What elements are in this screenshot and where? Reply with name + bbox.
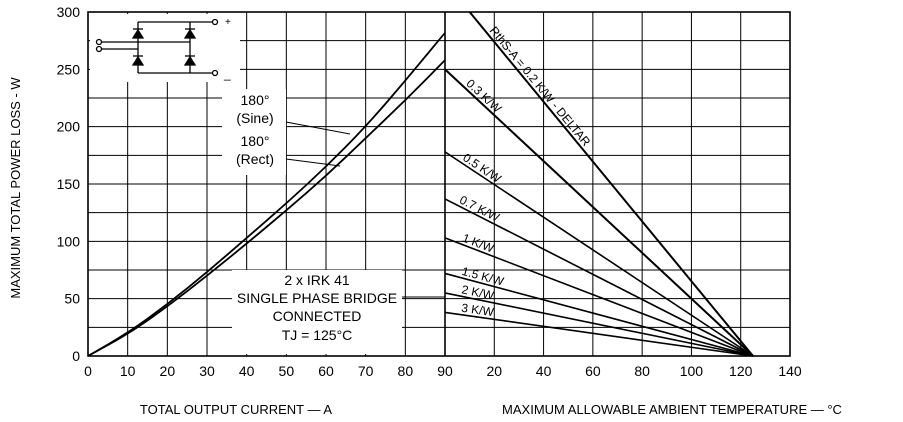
x-tick-label-left: 80 bbox=[398, 363, 414, 379]
x-tick-label-right: 20 bbox=[486, 363, 502, 379]
x-tick-label-left: 40 bbox=[239, 363, 255, 379]
plot-border bbox=[87, 11, 791, 357]
y-tick-label: 0 bbox=[72, 348, 80, 364]
x-tick-label-right: 40 bbox=[536, 363, 552, 379]
thermal-label: 1 K/W bbox=[460, 231, 496, 256]
thermal-line bbox=[444, 237, 754, 357]
x-tick-label-right: 100 bbox=[680, 363, 704, 379]
svg-text:_: _ bbox=[223, 67, 231, 81]
sine-label-line1: 180° bbox=[241, 92, 270, 108]
y-tick-label: 250 bbox=[57, 61, 81, 77]
x-tick-label-left: 30 bbox=[199, 363, 215, 379]
y-tick-label: 150 bbox=[57, 176, 81, 192]
x-axis-label-right: MAXIMUM ALLOWABLE AMBIENT TEMPERATURE — … bbox=[502, 402, 842, 417]
rect-label-line2: (Rect) bbox=[236, 151, 274, 167]
x-tick-label-left: 20 bbox=[160, 363, 176, 379]
thermal-label: 3 K/W bbox=[460, 301, 495, 320]
thermal-line bbox=[444, 272, 754, 357]
x-tick-label-left: 70 bbox=[358, 363, 374, 379]
sine-label-line2: (Sine) bbox=[236, 110, 273, 126]
thermal-label: 0.3 K/W bbox=[463, 76, 504, 116]
series-left bbox=[87, 32, 446, 357]
thermal-label: 2 K/W bbox=[460, 282, 495, 302]
thermal-line bbox=[444, 198, 754, 357]
x-tick-label-right: 80 bbox=[634, 363, 650, 379]
x-tick-label-left: 0 bbox=[84, 363, 92, 379]
curve-rect bbox=[87, 59, 446, 357]
bridge-schematic-icon: + _ bbox=[90, 14, 240, 82]
y-tick-label: 300 bbox=[57, 4, 81, 20]
series-right bbox=[444, 11, 754, 357]
y-tick-label: 100 bbox=[57, 233, 81, 249]
svg-text:+: + bbox=[225, 17, 231, 28]
x-tick-label-left: 50 bbox=[279, 363, 295, 379]
y-tick-label: 200 bbox=[57, 119, 81, 135]
y-axis-label: MAXIMUM TOTAL POWER LOSS - W bbox=[8, 77, 23, 299]
curve-sine bbox=[87, 32, 446, 357]
rect-label-line1: 180° bbox=[241, 133, 270, 149]
y-tick-label: 50 bbox=[64, 291, 80, 307]
x-axis-label-left: TOTAL OUTPUT CURRENT — A bbox=[140, 402, 332, 417]
info-line4: TJ = 125°C bbox=[282, 327, 353, 343]
x-tick-labels: 0 10 20 30 40 50 60 70 80 90 20 40 60 80 100 120 140 bbox=[84, 363, 802, 379]
x-tick-label-right: 120 bbox=[729, 363, 753, 379]
y-tick-labels: 0 50 100 150 200 250 300 bbox=[57, 4, 81, 364]
info-line3: CONNECTED bbox=[273, 308, 362, 324]
x-tick-label-right: 140 bbox=[778, 363, 802, 379]
thermal-line bbox=[444, 68, 754, 357]
x-tick-label-left: 60 bbox=[318, 363, 334, 379]
x-tick-label-right: 60 bbox=[585, 363, 601, 379]
info-line1: 2 x IRK 41 bbox=[284, 272, 350, 288]
thermal-line bbox=[468, 11, 754, 357]
x-tick-label-left: 10 bbox=[120, 363, 136, 379]
annotations: 180° (Sine) 180° (Rect) 2 x IRK 41 SINGL… bbox=[222, 89, 445, 354]
info-line2: SINGLE PHASE BRIDGE bbox=[237, 290, 397, 306]
thermal-line bbox=[444, 292, 754, 357]
x-tick-label-left: 90 bbox=[437, 363, 453, 379]
thermal-label: RthS-A = 0.2 K/W - DELTAR bbox=[487, 24, 594, 149]
thermal-line bbox=[444, 311, 754, 357]
thermal-line bbox=[444, 151, 754, 357]
